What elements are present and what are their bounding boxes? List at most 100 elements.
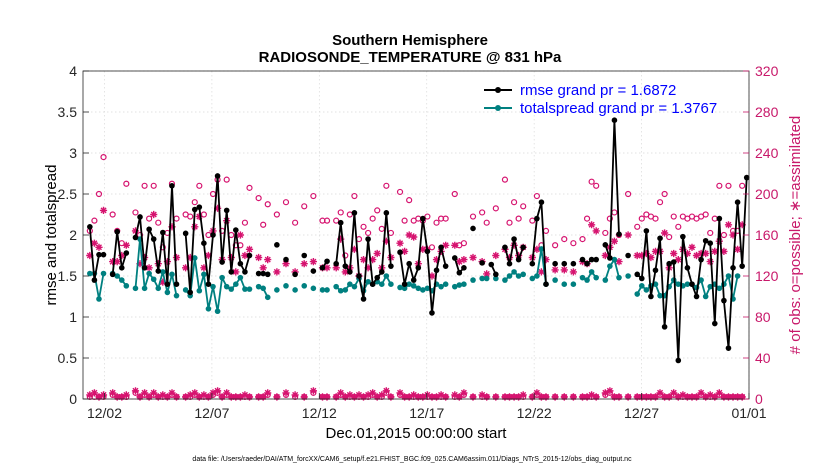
- obs-assimilated-rejected-marker: [214, 387, 222, 395]
- totalspread-point: [246, 286, 253, 292]
- obs-assimilated-rejected-marker: [688, 393, 696, 401]
- totalspread-point: [383, 273, 390, 279]
- obs-assimilated-rejected-marker: [264, 389, 272, 397]
- rmse-point: [607, 255, 613, 261]
- obs-assimilated-rejected-marker: [633, 393, 641, 401]
- y2-tick-label: 320: [755, 63, 779, 79]
- rmse-point: [634, 271, 641, 278]
- totalspread-point: [132, 285, 139, 292]
- rmse-point: [246, 252, 253, 259]
- y2-tick-label: 40: [755, 350, 771, 366]
- obs-assimilated-rejected-marker: [423, 391, 431, 399]
- totalspread-point: [123, 283, 130, 289]
- rmse-point: [506, 260, 513, 267]
- obs-assimilated-marker: [460, 256, 468, 264]
- obs-assimilated-rejected-marker: [309, 387, 317, 395]
- rmse-point: [529, 260, 536, 267]
- obs-possible-marker: [634, 223, 641, 230]
- obs-possible-marker: [282, 199, 290, 206]
- totalspread-point: [397, 284, 403, 291]
- totalspread-point: [351, 283, 358, 290]
- obs-assimilated-rejected-marker: [387, 393, 395, 401]
- totalspread-point: [625, 273, 631, 279]
- rmse-point: [670, 259, 677, 265]
- rmse-point: [155, 268, 162, 274]
- obs-assimilated-rejected-marker: [168, 389, 176, 397]
- obs-assimilated-marker: [697, 249, 705, 258]
- obs-assimilated-marker: [337, 235, 345, 243]
- obs-assimilated-rejected-marker: [428, 393, 436, 401]
- obs-assimilated-marker: [661, 229, 669, 237]
- obs-assimilated-rejected-marker: [551, 393, 559, 401]
- rmse-point: [164, 281, 171, 288]
- obs-possible-marker: [141, 182, 148, 189]
- totalspread-point: [702, 293, 709, 300]
- rmse-point: [520, 244, 526, 251]
- rmse-point: [602, 242, 609, 248]
- obs-possible-marker: [483, 219, 490, 226]
- axis-ticks: 00.511.522.533.5404080120160200240280320…: [58, 63, 779, 421]
- obs-assimilated-marker: [86, 251, 94, 260]
- totalspread-point: [160, 269, 166, 275]
- obs-assimilated-marker: [647, 253, 655, 262]
- obs-assimilated-marker: [492, 251, 500, 260]
- obs-assimilated-rejected-marker: [259, 393, 267, 401]
- obs-possible-marker: [301, 203, 308, 210]
- totalspread-point: [538, 246, 545, 252]
- y2-tick-label: 120: [755, 268, 779, 284]
- obs-possible-marker: [123, 180, 130, 187]
- rmse-point: [680, 233, 686, 240]
- obs-assimilated-rejected-marker: [154, 393, 162, 401]
- obs-assimilated-rejected-marker: [505, 393, 514, 401]
- obs-assimilated-marker: [615, 258, 623, 266]
- totalspread-point: [100, 270, 107, 277]
- obs-assimilated-rejected-marker: [665, 393, 673, 401]
- obs-assimilated-rejected-marker: [90, 389, 98, 397]
- rmse-point: [579, 256, 586, 263]
- obs-assimilated-rejected-marker: [364, 391, 372, 399]
- obs-assimilated-marker: [163, 258, 171, 266]
- totalspread-point: [725, 273, 732, 279]
- obs-assimilated-rejected-marker: [131, 387, 140, 395]
- totalspread-point: [219, 274, 225, 281]
- rmse-point: [242, 269, 248, 275]
- obs-assimilated-rejected-marker: [711, 393, 719, 401]
- obs-assimilated-rejected-marker: [218, 393, 226, 401]
- obs-possible-marker: [570, 240, 577, 247]
- obs-assimilated-marker: [706, 258, 714, 266]
- obs-assimilated-marker: [720, 247, 728, 255]
- obs-assimilated-marker: [542, 256, 550, 264]
- obs-assimilated-marker: [510, 241, 518, 249]
- rmse-point: [100, 251, 107, 258]
- rmse-point: [410, 277, 417, 283]
- data-file-footnote: data file: /Users/raeder/DAI/ATM_forcXX/…: [192, 456, 632, 463]
- totalspread-point: [698, 277, 704, 283]
- rmse-point: [310, 268, 317, 274]
- obs-assimilated-marker: [159, 278, 167, 286]
- totalspread-point: [223, 283, 230, 290]
- obs-assimilated-marker: [537, 268, 545, 276]
- rmse-point: [657, 235, 663, 242]
- rmse-point: [616, 231, 622, 237]
- y2-axis-label: # of obs: o=possible; ∗=assimilated: [787, 116, 804, 355]
- obs-assimilated-rejected-marker: [670, 389, 678, 397]
- obs-assimilated-rejected-marker: [337, 389, 345, 397]
- obs-assimilated-rejected-marker: [647, 393, 655, 401]
- obs-assimilated-rejected-marker: [95, 393, 103, 401]
- obs-assimilated-rejected-marker: [223, 389, 231, 397]
- rmse-point: [534, 215, 540, 222]
- obs-assimilated-marker: [569, 268, 577, 276]
- totalspread-point: [579, 274, 586, 281]
- rmse-point: [538, 199, 545, 205]
- totalspread-point: [520, 271, 526, 278]
- obs-assimilated-rejected-marker: [118, 393, 126, 401]
- obs-assimilated-rejected-marker: [606, 387, 614, 395]
- rmse-point: [515, 256, 522, 263]
- rmse-point: [169, 183, 175, 189]
- rmse-point: [187, 289, 193, 296]
- rmse-point: [743, 174, 750, 181]
- obs-possible-marker: [442, 215, 449, 222]
- obs-assimilated-rejected-marker: [346, 391, 354, 399]
- legend-spread-label: totalspread grand pr = 1.3767: [520, 100, 717, 117]
- totalspread-point: [274, 287, 280, 293]
